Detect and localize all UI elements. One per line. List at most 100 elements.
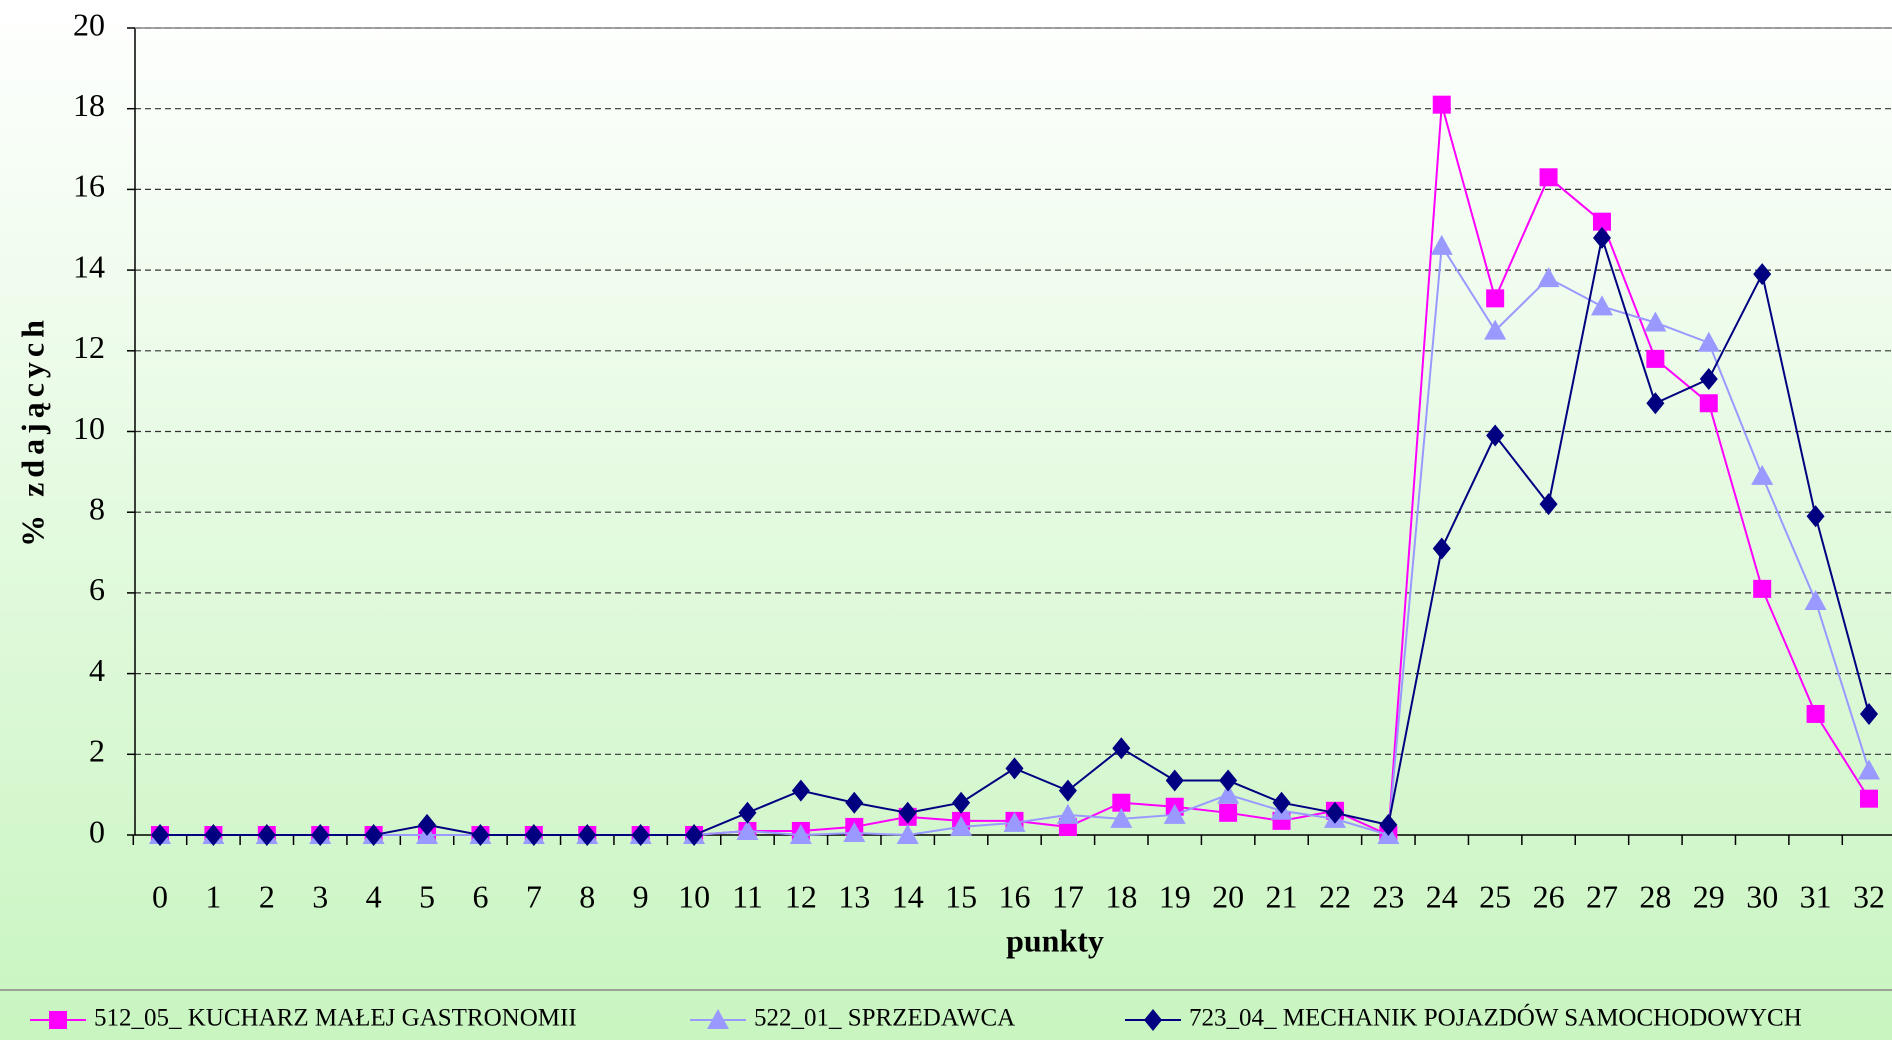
x-tick-label: 27 <box>1586 878 1618 914</box>
marker <box>1697 331 1720 352</box>
marker <box>1751 464 1774 485</box>
marker <box>896 824 919 844</box>
y-tick-label: 18 <box>73 87 105 123</box>
marker <box>685 824 704 846</box>
marker <box>738 801 757 824</box>
x-tick-label: 30 <box>1746 878 1778 914</box>
x-tick-label: 3 <box>312 878 328 914</box>
x-tick-label: 1 <box>205 878 221 914</box>
legend-label: 723_04_ MECHANIK POJAZDÓW SAMOCHODOWYCH <box>1189 1004 1802 1032</box>
marker <box>898 801 917 824</box>
marker <box>1753 579 1772 598</box>
marker <box>49 1011 67 1029</box>
y-tick-label: 6 <box>89 571 105 607</box>
x-tick-label: 16 <box>999 878 1031 914</box>
marker <box>1165 769 1184 792</box>
marker <box>364 824 383 846</box>
x-tick-label: 11 <box>732 878 763 914</box>
x-tick-label: 19 <box>1159 878 1191 914</box>
x-tick-label: 28 <box>1639 878 1671 914</box>
y-tick-label: 16 <box>73 168 105 204</box>
marker <box>524 824 543 846</box>
marker <box>151 824 169 846</box>
x-tick-label: 22 <box>1319 878 1351 914</box>
marker <box>1058 779 1077 802</box>
marker <box>1858 759 1880 780</box>
y-tick-label: 20 <box>73 6 105 42</box>
marker <box>950 815 973 836</box>
marker <box>1806 505 1825 528</box>
x-tick-label: 31 <box>1800 878 1832 914</box>
marker <box>1804 589 1827 610</box>
marker <box>1056 803 1079 824</box>
y-axis-label: % zdających <box>14 315 50 547</box>
marker <box>418 813 437 836</box>
x-tick-label: 18 <box>1105 878 1137 914</box>
marker <box>1430 234 1453 255</box>
x-tick-label: 14 <box>892 878 924 914</box>
marker <box>1219 769 1238 792</box>
marker <box>1325 801 1344 824</box>
x-tick-label: 21 <box>1266 878 1298 914</box>
marker <box>1806 704 1825 723</box>
marker <box>204 824 223 846</box>
x-tick-label: 5 <box>419 878 435 914</box>
marker <box>1646 392 1665 415</box>
marker <box>1144 1009 1162 1031</box>
marker <box>736 819 759 840</box>
marker <box>1486 289 1505 308</box>
x-tick-label: 15 <box>945 878 977 914</box>
marker <box>1272 791 1291 814</box>
marker <box>1539 493 1558 516</box>
y-tick-label: 8 <box>89 491 105 527</box>
y-tick-label: 4 <box>89 652 105 688</box>
marker <box>1217 783 1240 804</box>
x-tick-label: 23 <box>1372 878 1404 914</box>
marker <box>1592 212 1611 231</box>
x-tick-label: 17 <box>1052 878 1084 914</box>
marker <box>843 821 866 842</box>
y-tick-label: 14 <box>73 248 105 284</box>
marker <box>1644 311 1667 332</box>
marker <box>1699 394 1718 413</box>
x-tick-label: 29 <box>1693 878 1725 914</box>
marker <box>1163 803 1186 824</box>
marker <box>1432 537 1451 560</box>
marker <box>1484 319 1507 340</box>
marker <box>791 779 810 802</box>
x-tick-label: 6 <box>472 878 488 914</box>
y-tick-label: 10 <box>73 410 105 446</box>
y-tick-label: 12 <box>73 329 105 365</box>
marker <box>1537 267 1560 288</box>
marker <box>1379 813 1398 836</box>
marker <box>1753 263 1772 286</box>
x-tick-label: 13 <box>838 878 870 914</box>
legend-label: 522_01_ SPRZEDAWCA <box>754 1005 1015 1032</box>
y-tick-label: 2 <box>89 733 105 769</box>
marker <box>1432 95 1451 114</box>
marker <box>1539 168 1558 187</box>
marker <box>1860 702 1878 725</box>
marker <box>707 1009 729 1029</box>
marker <box>311 824 330 846</box>
marker <box>1112 737 1131 760</box>
marker <box>1219 803 1238 822</box>
y-tick-label: 0 <box>89 813 105 849</box>
marker <box>1860 789 1878 808</box>
marker <box>1003 811 1026 832</box>
x-tick-label: 26 <box>1533 878 1565 914</box>
marker <box>257 824 276 846</box>
marker <box>578 824 597 846</box>
marker <box>845 791 864 814</box>
x-tick-label: 9 <box>633 878 649 914</box>
x-tick-label: 24 <box>1426 878 1458 914</box>
x-tick-label: 12 <box>785 878 817 914</box>
x-tick-label: 10 <box>678 878 710 914</box>
legend-label: 512_05_ KUCHARZ MAŁEJ GASTRONOMII <box>94 1005 577 1032</box>
x-tick-label: 2 <box>259 878 275 914</box>
x-tick-label: 25 <box>1479 878 1511 914</box>
marker <box>1699 368 1718 391</box>
marker <box>952 791 971 814</box>
